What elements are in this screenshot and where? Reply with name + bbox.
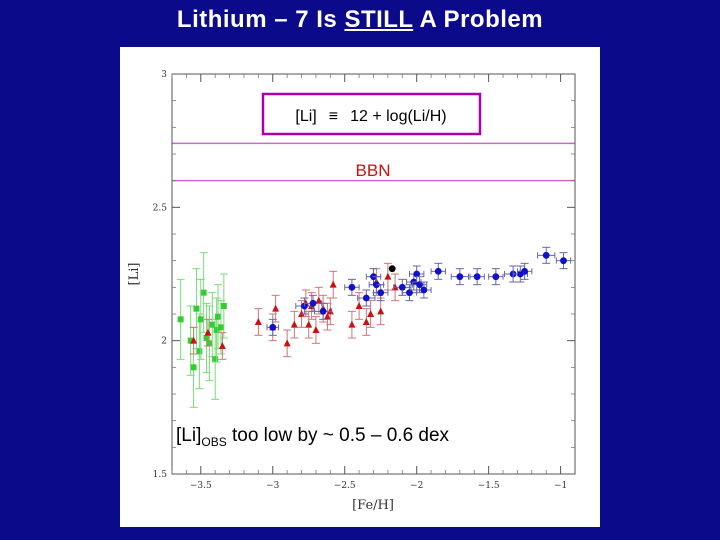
data-point-square <box>203 335 210 341</box>
formula-text: [Li] ≡ 12 + log(Li/H) <box>295 108 446 125</box>
data-point-triangle <box>305 320 313 328</box>
data-point-circle <box>542 251 550 259</box>
data-point-circle <box>372 281 380 289</box>
y-tick-label: 3 <box>161 70 167 80</box>
data-point-triangle <box>362 318 370 325</box>
data-point-circle <box>492 273 500 281</box>
data-point-circle <box>521 267 529 275</box>
data-point-square <box>215 313 222 320</box>
data-point-circle <box>362 294 370 302</box>
obs-sub: OBS <box>201 435 226 449</box>
data-point-triangle <box>315 296 323 304</box>
data-point-triangle <box>329 280 337 288</box>
y-axis-label: [Li] <box>127 263 142 286</box>
y-tick-label: 2.5 <box>153 203 168 213</box>
data-point-circle <box>456 273 464 281</box>
title-part-1: Lithium – 7 Is <box>176 6 345 33</box>
data-points <box>176 246 572 408</box>
data-point-circle <box>434 267 442 275</box>
data-point-circle <box>269 323 277 331</box>
data-point-circle <box>560 257 567 265</box>
data-point-square <box>213 327 220 333</box>
data-point-triangle <box>272 304 280 312</box>
data-point-circle <box>377 289 385 297</box>
data-point-square <box>200 289 207 296</box>
x-axis-label: [Fe/H] <box>352 498 394 513</box>
title-part-2: STILL <box>344 6 414 33</box>
data-point-square <box>193 305 200 312</box>
data-point-circle <box>473 273 481 281</box>
data-point-square <box>196 348 203 355</box>
data-point-triangle <box>384 272 392 280</box>
data-point-square <box>190 364 197 371</box>
data-point-circle <box>420 286 428 294</box>
slide-title: Lithium – 7 Is STILL A Problem <box>0 6 720 34</box>
obs-annotation: [Li]OBS too low by ~ 0.5 – 0.6 dex <box>176 425 450 449</box>
chart-panel: −3.5 −3 −2.5 −2 −1.5 −1 1.5 2 2.5 3 [Li] [Fe/H] [… <box>120 47 600 527</box>
data-point-square <box>197 316 204 323</box>
bbn-band <box>172 142 575 182</box>
data-point-square <box>212 356 219 363</box>
formula-rhs: 12 + log(Li/H) <box>350 108 447 125</box>
data-point-square <box>220 303 227 309</box>
x-tick-label: −1 <box>554 481 567 491</box>
data-point-triangle <box>218 342 226 349</box>
x-tick-label: −3.5 <box>190 481 212 491</box>
data-point-square <box>206 340 213 347</box>
data-point-triangle <box>377 307 385 315</box>
data-point-triangle <box>204 328 212 336</box>
data-point-triangle <box>290 320 298 328</box>
data-point-triangle <box>367 310 375 317</box>
data-point-triangle <box>348 320 356 328</box>
data-point-black <box>388 265 396 273</box>
data-point-triangle <box>312 326 320 333</box>
data-point-square <box>209 321 216 328</box>
data-point-circle <box>413 270 421 278</box>
data-point-triangle <box>283 339 291 347</box>
obs-rest: too low by ~ 0.5 – 0.6 dex <box>227 425 450 446</box>
data-point-circle <box>416 281 423 289</box>
axis-ticks: −3.5 −3 −2.5 −2 −1.5 −1 1.5 2 2.5 3 <box>153 70 575 491</box>
x-tick-label: −2.5 <box>334 481 356 491</box>
data-point-circle <box>348 283 356 291</box>
data-point-circle <box>406 289 413 297</box>
title-part-3: A Problem <box>413 6 544 33</box>
obs-main: [Li] <box>176 425 201 446</box>
bbn-label: BBN <box>356 161 391 180</box>
data-point-triangle <box>391 283 399 291</box>
formula-equiv: ≡ <box>329 108 338 125</box>
data-point-circle <box>398 283 406 291</box>
y-tick-label: 1.5 <box>153 470 168 480</box>
data-point-triangle <box>254 318 262 325</box>
data-point-circle <box>319 307 327 315</box>
data-point-square <box>187 337 194 344</box>
lithium-chart: −3.5 −3 −2.5 −2 −1.5 −1 1.5 2 2.5 3 [Li] [Fe/H] [… <box>127 70 576 513</box>
data-point-square <box>177 316 184 323</box>
formula-box <box>261 92 482 136</box>
data-point-square <box>217 324 224 331</box>
x-tick-label: −3 <box>266 481 280 491</box>
x-tick-label: −1.5 <box>478 481 500 491</box>
x-tick-label: −2 <box>410 481 423 491</box>
data-point-triangle <box>190 336 198 344</box>
data-point-triangle <box>323 312 331 320</box>
y-tick-label: 2 <box>161 337 167 347</box>
formula-lhs: [Li] <box>295 108 316 125</box>
data-point-triangle <box>355 302 363 309</box>
data-point-circle <box>309 299 317 307</box>
